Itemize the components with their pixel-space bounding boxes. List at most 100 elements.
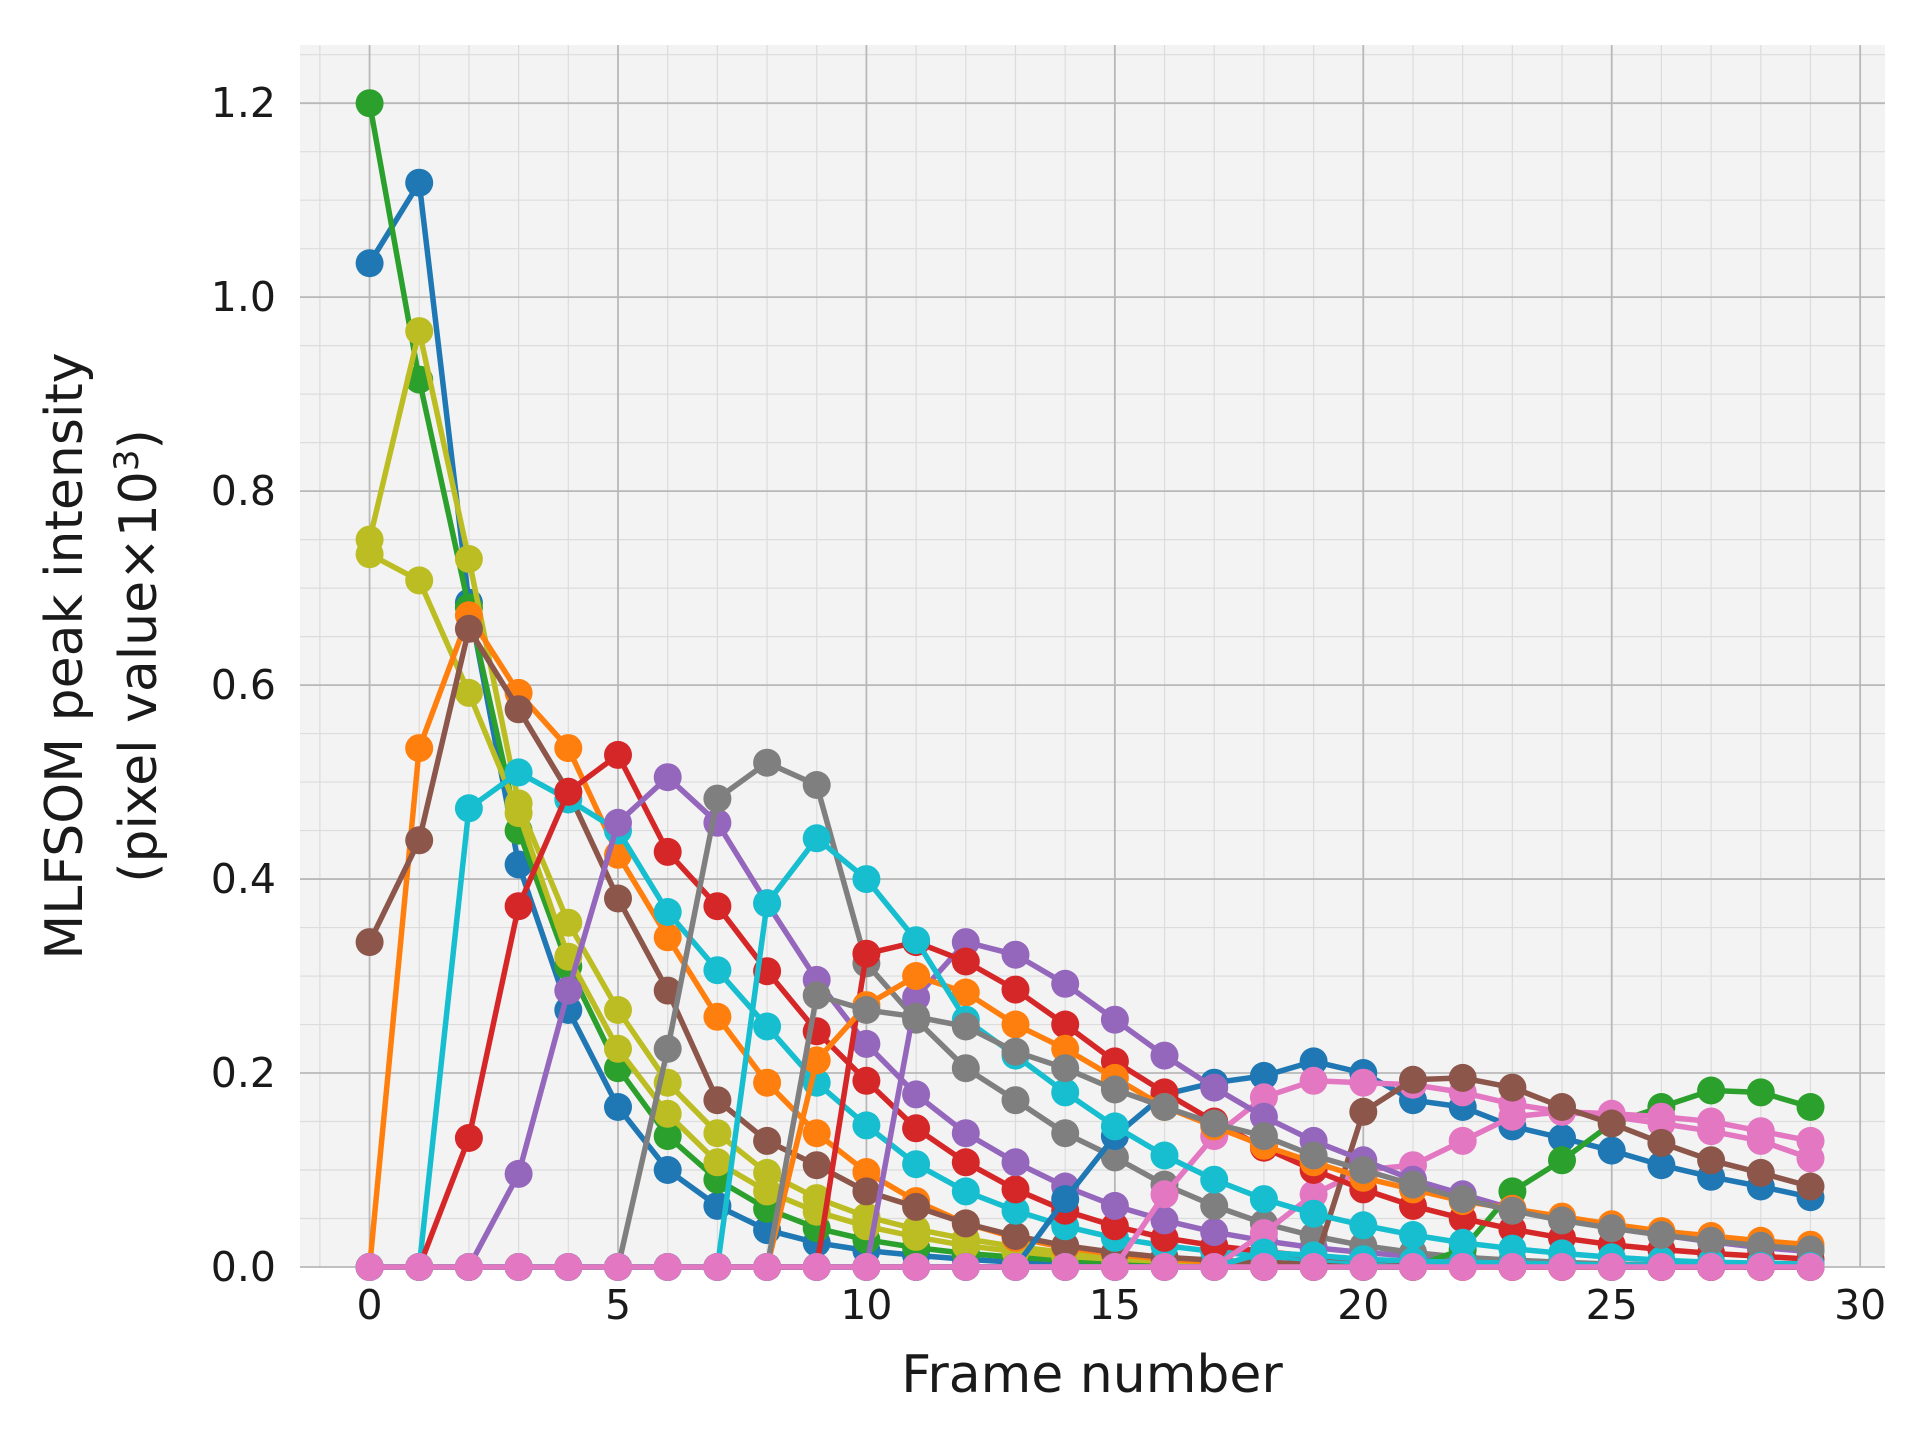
data-point: [1249, 1253, 1278, 1281]
data-point: [753, 889, 782, 918]
data-point: [852, 1066, 881, 1095]
data-point: [653, 923, 682, 952]
data-point: [1796, 1144, 1825, 1173]
data-point: [802, 771, 831, 799]
data-point: [1448, 1185, 1477, 1214]
data-point: [504, 789, 533, 818]
data-point: [1647, 1221, 1676, 1249]
y-tick-label: 1.2: [211, 79, 276, 127]
data-point: [753, 1012, 782, 1041]
data-point: [355, 525, 384, 554]
data-point: [454, 545, 483, 573]
data-point: [1100, 1112, 1129, 1141]
data-point: [902, 1150, 931, 1179]
data-point: [1001, 1148, 1030, 1177]
y-tick-labels: 0.0 0.2 0.4 0.6 0.8 1.0 1.2: [211, 79, 276, 1291]
data-point: [504, 1253, 533, 1281]
data-point: [1448, 1063, 1477, 1092]
data-point: [1100, 1075, 1129, 1104]
data-point: [405, 734, 434, 763]
data-point: [1548, 1253, 1576, 1281]
data-point: [1299, 1066, 1328, 1095]
data-point: [951, 1148, 980, 1177]
data-point: [1001, 1196, 1030, 1225]
data-point: [1200, 1191, 1229, 1220]
data-point: [1647, 1151, 1676, 1180]
x-tick-label: 0: [357, 1281, 383, 1329]
data-point: [1249, 1122, 1278, 1151]
data-point: [703, 1002, 732, 1031]
data-point: [1498, 1073, 1527, 1102]
data-point: [852, 996, 881, 1024]
data-point: [1796, 1172, 1825, 1201]
data-point: [1150, 1093, 1179, 1121]
data-point: [355, 249, 384, 278]
x-tick-label: 5: [605, 1281, 631, 1329]
data-point: [604, 996, 632, 1024]
data-point: [653, 1253, 682, 1281]
data-point: [951, 1209, 980, 1238]
data-point: [951, 1253, 980, 1281]
x-tick-label: 30: [1834, 1281, 1886, 1329]
data-point: [1249, 1083, 1278, 1112]
data-point: [653, 837, 682, 866]
data-point: [1100, 1005, 1129, 1034]
data-point: [1746, 1126, 1775, 1155]
data-point: [1349, 1068, 1378, 1097]
data-point: [902, 1114, 931, 1143]
data-point: [1597, 1109, 1626, 1138]
data-point: [1399, 1253, 1427, 1281]
data-point: [1051, 1185, 1080, 1214]
y-axis-label-superscript: 3: [107, 449, 147, 471]
y-axis-label: MLFSOM peak intensity: [35, 352, 95, 959]
data-point: [1051, 1253, 1080, 1281]
data-point: [1100, 1191, 1129, 1220]
data-point: [554, 777, 583, 806]
data-point: [951, 1119, 980, 1148]
data-point: [1746, 1231, 1775, 1260]
data-point: [1597, 1253, 1626, 1281]
data-point: [1746, 1158, 1775, 1187]
data-point: [753, 748, 782, 777]
data-point: [753, 1068, 782, 1097]
data-point: [1150, 1180, 1179, 1209]
data-point: [1697, 1226, 1726, 1255]
data-point: [753, 1126, 782, 1155]
data-point: [1150, 1141, 1179, 1170]
data-point: [703, 1148, 732, 1177]
data-point: [703, 956, 732, 985]
data-point: [454, 1124, 483, 1152]
data-point: [902, 1192, 931, 1221]
data-point: [1100, 1253, 1129, 1281]
data-point: [902, 962, 931, 990]
data-point: [902, 1002, 931, 1031]
data-point: [802, 1119, 831, 1148]
data-point: [1796, 1093, 1825, 1121]
data-point: [852, 1158, 881, 1186]
y-axis-label-units: (pixel value×103): [107, 429, 169, 883]
data-point: [454, 1253, 483, 1281]
data-point: [1001, 1222, 1030, 1250]
data-point: [604, 1093, 632, 1121]
data-point: [1349, 1253, 1378, 1281]
data-point: [1200, 1218, 1229, 1247]
data-point: [802, 1151, 831, 1180]
data-point: [405, 826, 434, 855]
data-point: [951, 1177, 980, 1206]
data-point: [1001, 975, 1030, 1004]
data-point: [1299, 1253, 1328, 1281]
data-point: [653, 1034, 682, 1063]
data-point: [1299, 1180, 1328, 1209]
data-point: [454, 794, 483, 823]
data-point: [504, 1159, 533, 1188]
data-point: [1597, 1214, 1626, 1243]
data-point: [1001, 1010, 1030, 1039]
data-point: [1001, 1253, 1030, 1281]
data-point: [1448, 1253, 1477, 1281]
data-point: [1647, 1253, 1676, 1281]
data-point: [604, 1253, 632, 1281]
data-point: [902, 1215, 931, 1244]
data-point: [1697, 1146, 1726, 1175]
data-point: [951, 1054, 980, 1083]
data-point: [554, 1253, 583, 1281]
